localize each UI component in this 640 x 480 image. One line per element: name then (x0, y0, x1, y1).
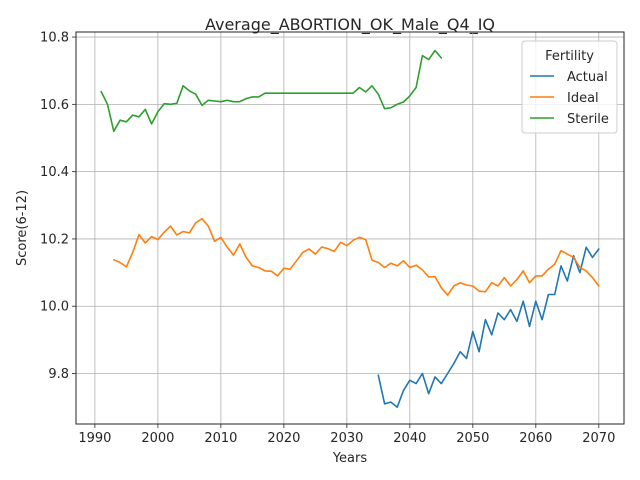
series-line-sterile (100, 49, 443, 133)
x-tick-label: 2050 (456, 431, 489, 446)
chart-title: Average_ABORTION_OK_Male_Q4_IQ (205, 15, 495, 35)
y-tick-label: 10.8 (40, 31, 69, 46)
y-tick-label: 10.4 (40, 165, 69, 180)
legend: Fertility Actual Ideal Sterile (521, 40, 618, 134)
series-line-actual (377, 246, 600, 409)
plot-frame (75, 31, 625, 425)
legend-label-actual: Actual (567, 70, 608, 85)
x-tick-label: 2070 (582, 431, 615, 446)
x-tick-label: 1990 (78, 431, 111, 446)
series-line-ideal (113, 217, 600, 296)
x-tick-label: 2000 (141, 431, 174, 446)
x-axis-title: Years (332, 451, 368, 466)
y-tick-label: 10.6 (40, 98, 69, 113)
grid (76, 32, 624, 424)
series-layer (100, 49, 600, 409)
x-tick-label: 2030 (330, 431, 363, 446)
x-tick-label: 2060 (519, 431, 552, 446)
axis-ticks: 1990 2000 2010 2020 2030 2040 2050 2060 2070 9.8 1… (40, 31, 615, 446)
y-tick-label: 10.0 (40, 300, 69, 315)
x-tick-label: 2010 (204, 431, 237, 446)
y-axis-title: Score(6-12) (15, 190, 30, 266)
x-tick-label: 2040 (393, 431, 426, 446)
y-tick-label: 10.2 (40, 232, 69, 247)
y-tick-label: 9.8 (48, 367, 69, 382)
legend-label-sterile: Sterile (567, 112, 609, 127)
legend-box (521, 40, 618, 134)
legend-title: Fertility (545, 49, 594, 64)
legend-label-ideal: Ideal (567, 91, 599, 106)
x-tick-label: 2020 (267, 431, 300, 446)
